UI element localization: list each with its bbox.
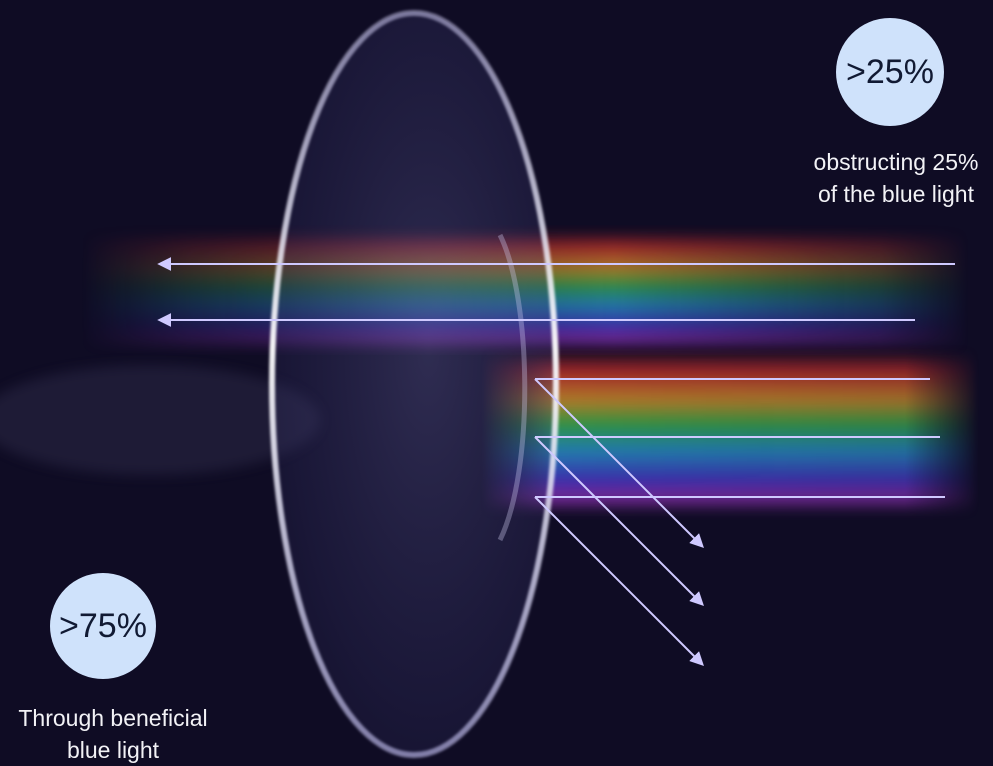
reflected-percent-badge: >25% (836, 18, 944, 126)
transmitted-percent: >75% (59, 606, 147, 645)
reflected-arrows (534, 378, 704, 666)
reflected-caption-line2: of the blue light (817, 181, 974, 207)
lens (269, 10, 559, 758)
reflected-percent: >25% (846, 52, 934, 91)
transmitted-arrows (157, 257, 955, 327)
reflected-caption: obstructing 25% of the blue light (796, 146, 993, 210)
transmitted-percent-badge: >75% (50, 573, 156, 679)
reflected-caption-line1: obstructing 25% (813, 149, 979, 175)
transmitted-caption-line2: blue light (66, 737, 160, 763)
haze-left (0, 365, 320, 475)
lens-rim (269, 10, 559, 758)
transmitted-caption-line1: Through beneficial (18, 705, 208, 731)
reflected-arrow-1 (534, 378, 704, 548)
lens-inner-edge (497, 233, 528, 542)
reflected-arrow-2 (534, 436, 704, 606)
incoming-blue-rays (535, 378, 945, 498)
lens-body (271, 12, 557, 756)
reflected-arrow-3 (534, 496, 704, 666)
transmitted-caption: Through beneficial blue light (0, 702, 226, 766)
